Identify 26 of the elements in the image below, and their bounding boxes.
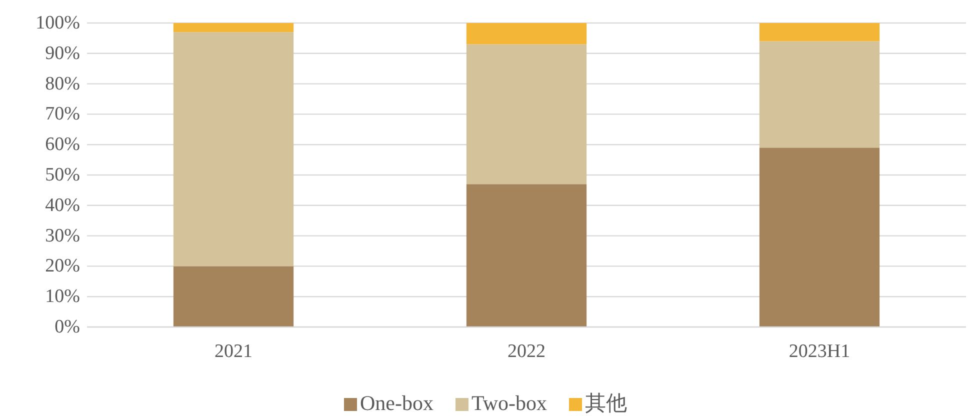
y-tick-label: 30% xyxy=(45,225,80,246)
x-tick-label: 2021 xyxy=(214,341,252,362)
bar xyxy=(759,41,880,148)
bar xyxy=(173,23,294,32)
x-tick-label: 2023H1 xyxy=(788,341,850,362)
legend-label: 其他 xyxy=(585,391,628,415)
legend-label: Two-box xyxy=(471,391,548,415)
bar xyxy=(759,23,880,42)
y-tick-label: 0% xyxy=(54,316,80,338)
bar xyxy=(466,184,587,327)
legend-label: One-box xyxy=(360,391,434,415)
bar xyxy=(466,23,587,44)
y-tick-label: 80% xyxy=(45,73,80,94)
x-tick-label: 2022 xyxy=(508,341,546,362)
bar xyxy=(173,266,294,327)
y-tick-label: 10% xyxy=(45,286,80,308)
y-tick-label: 60% xyxy=(45,134,80,156)
bar xyxy=(759,148,880,327)
y-tick-label: 100% xyxy=(36,12,80,34)
y-tick-label: 50% xyxy=(45,164,80,186)
y-tick-label: 40% xyxy=(45,194,80,216)
bar xyxy=(173,32,294,266)
bar xyxy=(466,44,587,184)
y-tick-label: 20% xyxy=(45,256,80,277)
y-tick-label: 90% xyxy=(45,42,80,64)
y-tick-label: 70% xyxy=(45,104,80,125)
